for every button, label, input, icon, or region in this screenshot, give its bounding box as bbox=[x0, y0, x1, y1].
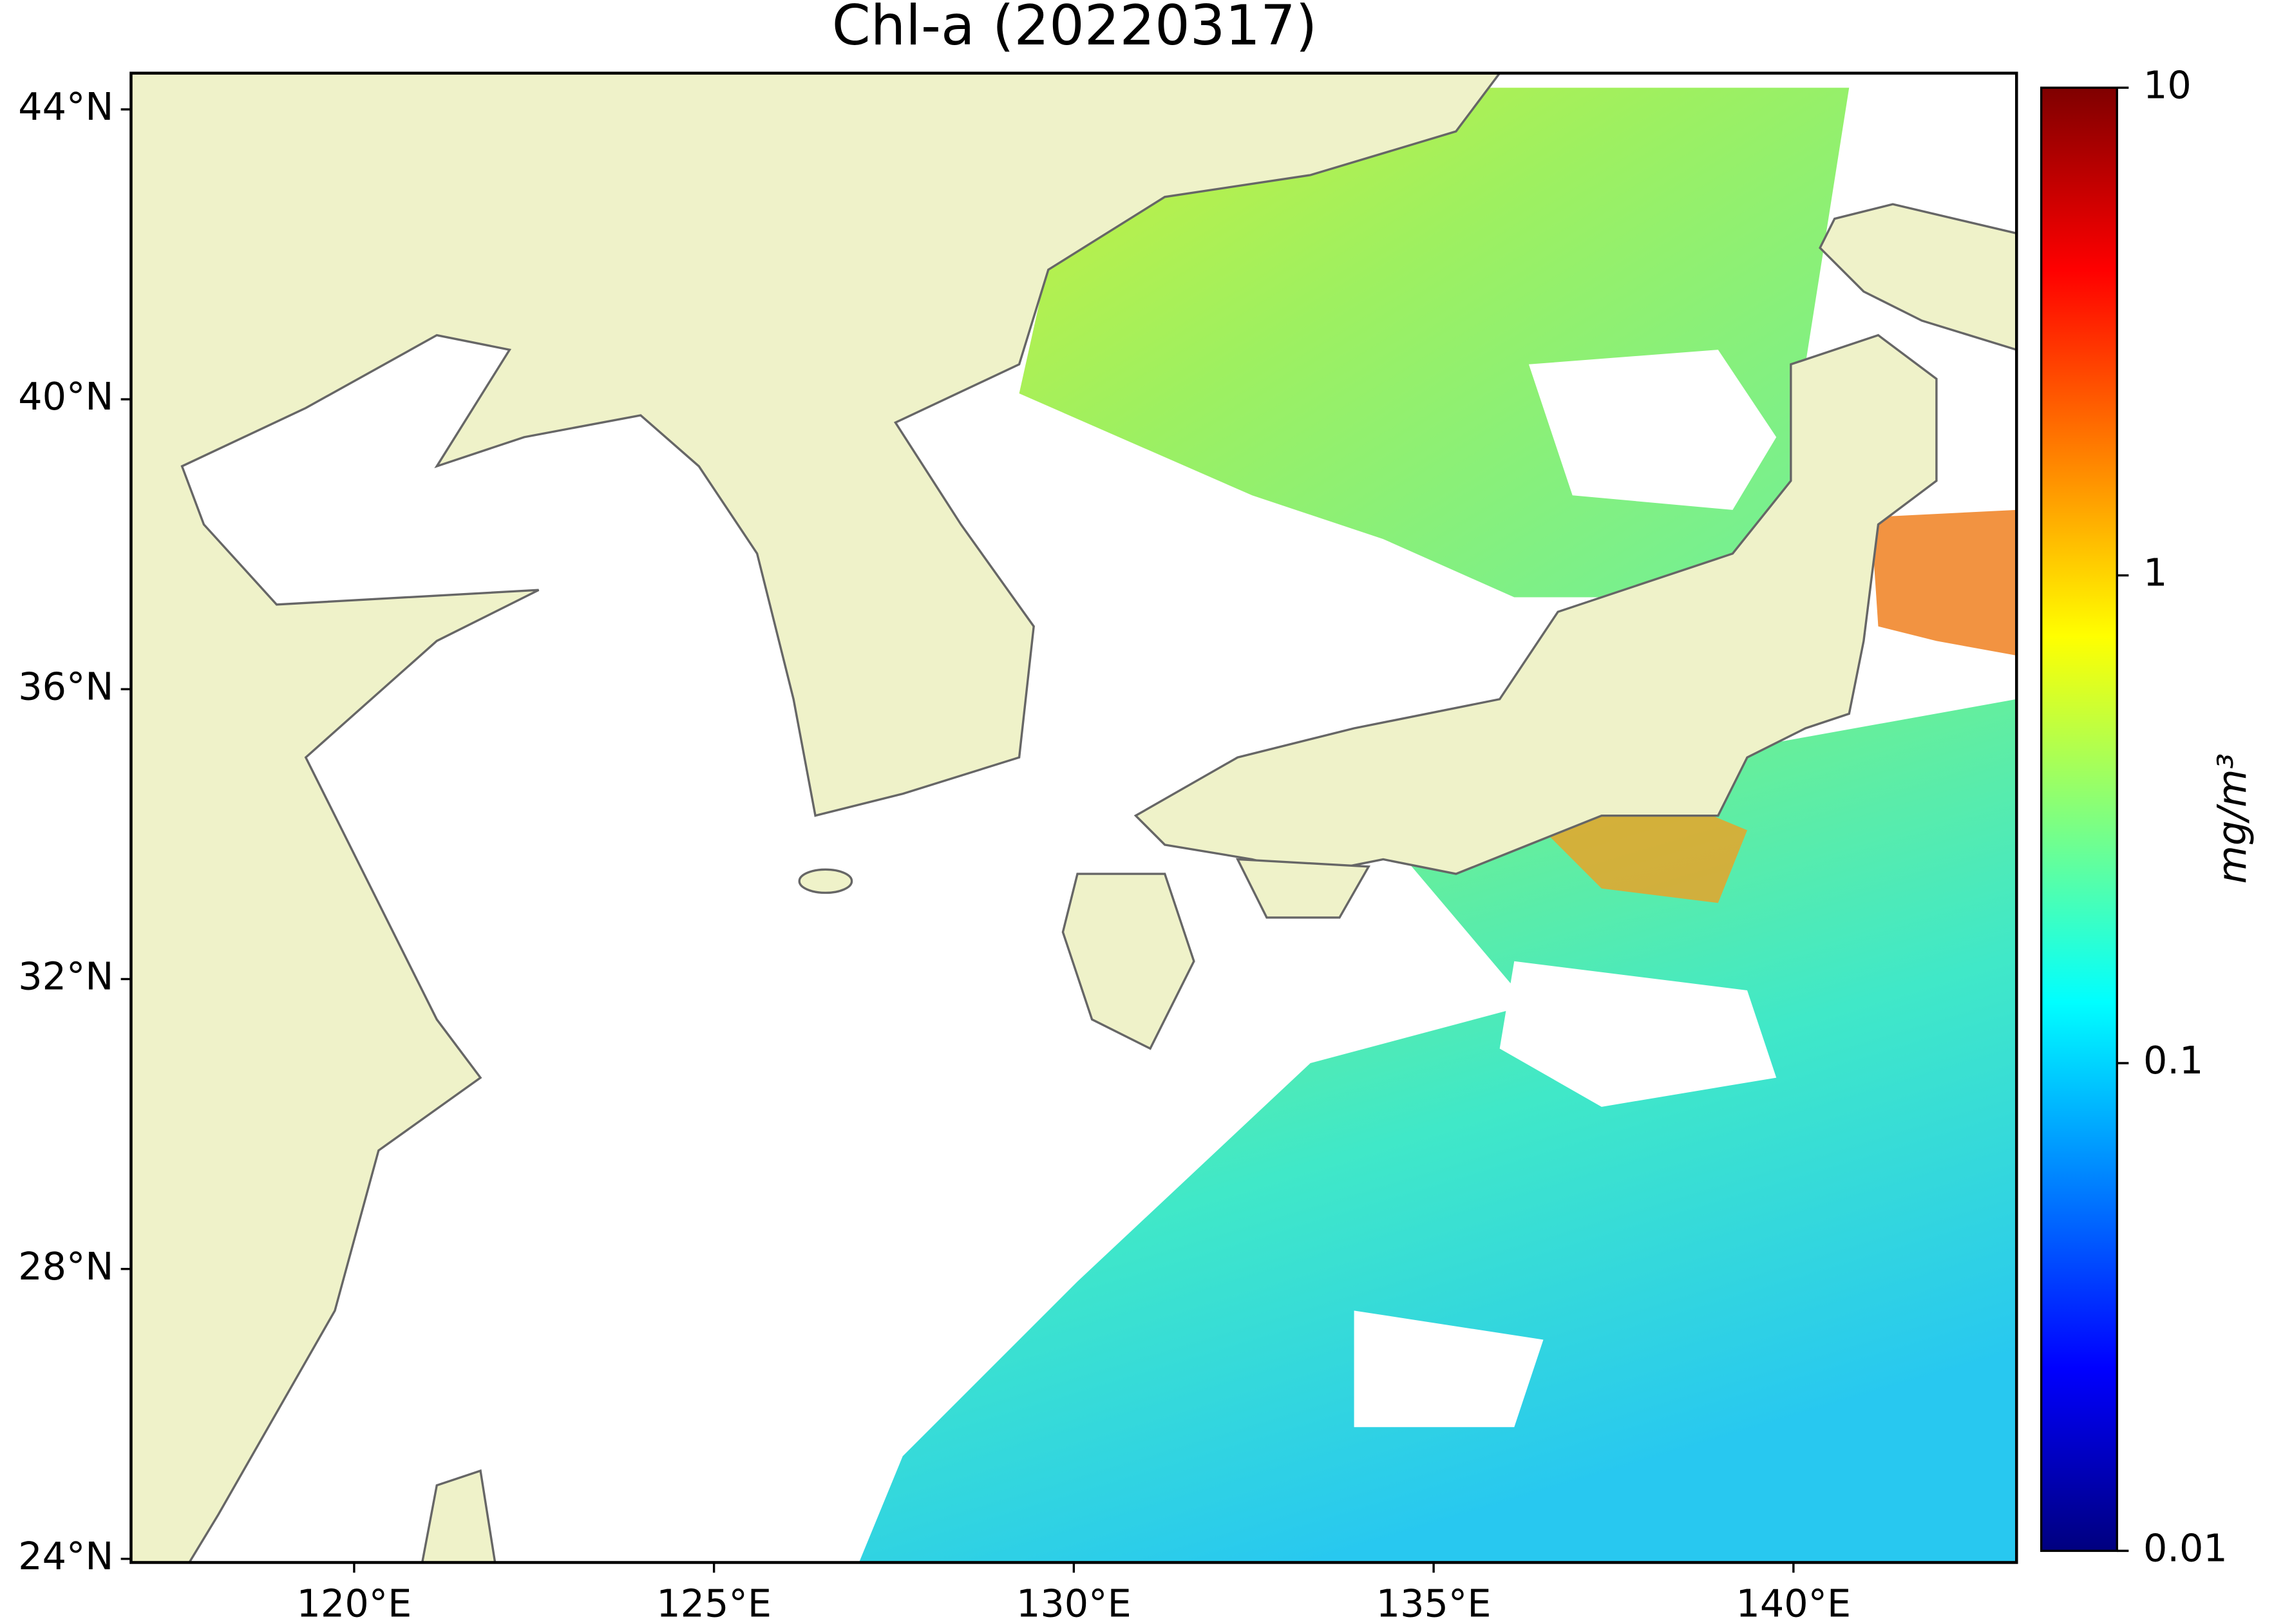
y-tick-label: 36°N bbox=[18, 664, 113, 708]
taiwan bbox=[421, 1469, 497, 1563]
chl-pacific bbox=[858, 699, 2017, 1563]
title: Chl-a (20220317) bbox=[832, 0, 1318, 58]
x-tick-label: 125°E bbox=[656, 1581, 772, 1624]
map-area bbox=[131, 73, 2017, 1563]
x-tick-label: 140°E bbox=[1736, 1581, 1852, 1624]
kyushu bbox=[1061, 873, 1195, 1050]
colorbar-tick-label: 0.01 bbox=[2143, 1525, 2228, 1570]
land bbox=[131, 73, 2017, 1563]
mainland bbox=[131, 73, 1501, 1563]
x-tick-label: 120°E bbox=[297, 1581, 412, 1624]
chl-high-south bbox=[1543, 793, 1748, 903]
y-tick-label: 28°N bbox=[18, 1244, 113, 1289]
shikoku bbox=[1235, 858, 1371, 919]
x-tick-label: 130°E bbox=[1016, 1581, 1132, 1624]
chl-high-east bbox=[1871, 509, 2017, 656]
x-tick-label: 135°E bbox=[1376, 1581, 1492, 1624]
y-tick-label: 44°N bbox=[18, 84, 113, 129]
chl-clouds-3 bbox=[1354, 1310, 1544, 1428]
y-tick-label: 40°N bbox=[18, 374, 113, 419]
colorbar-tick-label: 1 bbox=[2143, 551, 2167, 595]
y-tick-label: 24°N bbox=[18, 1534, 113, 1578]
colorbar-tick-label: 0.1 bbox=[2143, 1038, 2203, 1082]
chl-clouds bbox=[1528, 350, 1777, 510]
colorbar bbox=[2040, 86, 2118, 1553]
hokkaido bbox=[1818, 203, 2017, 351]
chl-clouds-2 bbox=[1499, 961, 1777, 1107]
colorbar-tick-label: 10 bbox=[2143, 62, 2192, 107]
colorbar-label: mg/m³ bbox=[2210, 753, 2255, 884]
y-tick-label: 32°N bbox=[18, 954, 113, 999]
jeju bbox=[798, 868, 853, 894]
honshu bbox=[1133, 334, 1938, 875]
